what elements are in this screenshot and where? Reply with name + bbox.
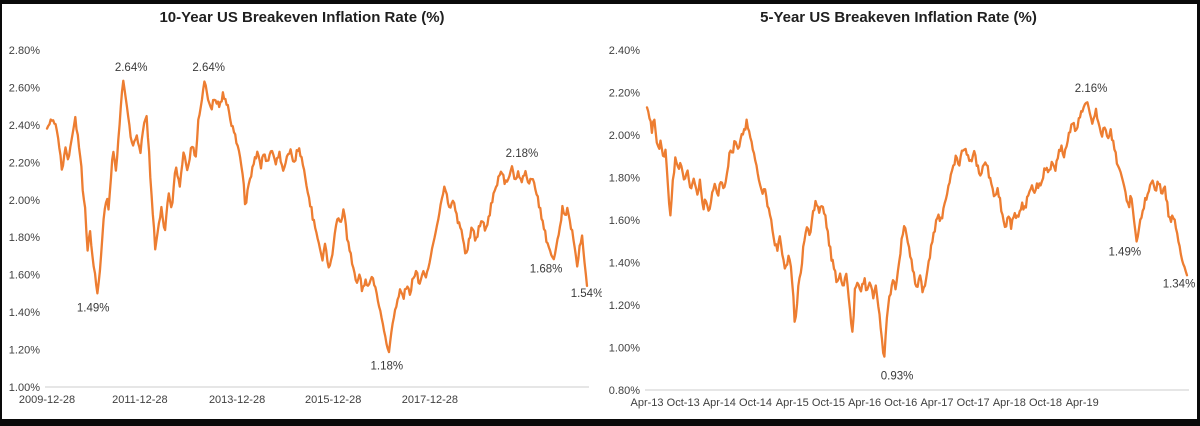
y-axis-tick-label: 1.00% <box>9 382 40 394</box>
y-axis-tick-label: 2.00% <box>9 195 40 207</box>
x-axis-tick-label: 2009-12-28 <box>19 394 75 406</box>
y-axis-tick-label: 1.40% <box>9 307 40 319</box>
x-axis-tick-label: Apr-15 <box>776 397 809 409</box>
y-axis-tick-label: 0.80% <box>609 385 640 397</box>
data-point-label: 2.16% <box>1075 83 1108 95</box>
y-axis-tick-label: 2.40% <box>9 120 40 132</box>
y-axis-tick-label: 1.80% <box>609 173 640 185</box>
chart-10y-breakeven: 10-Year US Breakeven Inflation Rate (%) … <box>2 4 602 419</box>
y-axis-tick-label: 2.80% <box>9 45 40 57</box>
y-axis-tick-label: 2.00% <box>609 130 640 142</box>
data-point-label: 2.64% <box>115 62 148 74</box>
y-axis-tick-label: 1.60% <box>609 215 640 227</box>
y-axis-tick-label: 1.80% <box>9 232 40 244</box>
x-axis-tick-label: Oct-13 <box>667 397 700 409</box>
y-axis-tick-label: 2.60% <box>9 82 40 94</box>
x-axis-tick-label: Apr-17 <box>920 397 953 409</box>
y-axis-tick-label: 1.00% <box>609 343 640 355</box>
y-axis-tick-label: 1.40% <box>609 258 640 270</box>
y-axis-tick-label: 1.60% <box>9 270 40 282</box>
x-axis-tick-label: 2017-12-28 <box>402 394 458 406</box>
inflation-series-line <box>645 101 1189 358</box>
chart-title-10y: 10-Year US Breakeven Inflation Rate (%) <box>159 9 445 26</box>
x-axis-tick-label: Apr-16 <box>848 397 881 409</box>
x-axis-tick-label: Apr-13 <box>630 397 663 409</box>
x-axis-tick-label: 2015-12-28 <box>305 394 361 406</box>
x-axis-tick-label: Oct-18 <box>1029 397 1062 409</box>
y-axis-tick-label: 2.20% <box>609 88 640 100</box>
y-axis-tick-label: 1.20% <box>9 345 40 357</box>
y-axis-tick-label: 2.40% <box>609 45 640 57</box>
data-point-label: 1.18% <box>371 360 404 372</box>
data-point-label: 1.68% <box>530 264 563 276</box>
y-axis-tick-label: 1.20% <box>609 300 640 312</box>
x-axis-tick-label: Oct-17 <box>957 397 990 409</box>
x-axis-tick-label: Oct-14 <box>739 397 772 409</box>
chart-plot-10y: 2.80% 2.60% 2.40% 2.20% 2.00% 1.80% 1.60% 1.40%… <box>9 45 602 406</box>
chart-title-5y: 5-Year US Breakeven Inflation Rate (%) <box>760 9 1037 26</box>
data-point-label: 0.93% <box>881 370 914 382</box>
x-axis-tick-label: Apr-14 <box>703 397 736 409</box>
data-point-label: 2.64% <box>192 62 225 74</box>
data-point-label: 1.49% <box>1108 246 1141 258</box>
chart-5y-breakeven: 5-Year US Breakeven Inflation Rate (%) 2… <box>600 4 1197 419</box>
x-axis-tick-label: 2013-12-28 <box>209 394 265 406</box>
x-axis-tick-label: Oct-15 <box>812 397 845 409</box>
inflation-series-line <box>45 79 589 354</box>
data-point-label: 1.34% <box>1163 278 1196 290</box>
x-axis-tick-label: Apr-18 <box>993 397 1026 409</box>
data-point-label: 1.49% <box>77 302 110 314</box>
y-axis-tick-label: 2.20% <box>9 157 40 169</box>
x-axis-tick-label: Apr-19 <box>1066 397 1099 409</box>
x-axis-tick-label: Oct-16 <box>884 397 917 409</box>
chart-plot-5y: 2.40% 2.20% 2.00% 1.80% 1.60% 1.40% 1.20% 1.00%… <box>609 45 1196 409</box>
data-point-label: 2.18% <box>506 148 539 160</box>
x-axis-tick-label: 2011-12-28 <box>112 394 167 406</box>
data-point-label: 1.54% <box>571 288 602 300</box>
